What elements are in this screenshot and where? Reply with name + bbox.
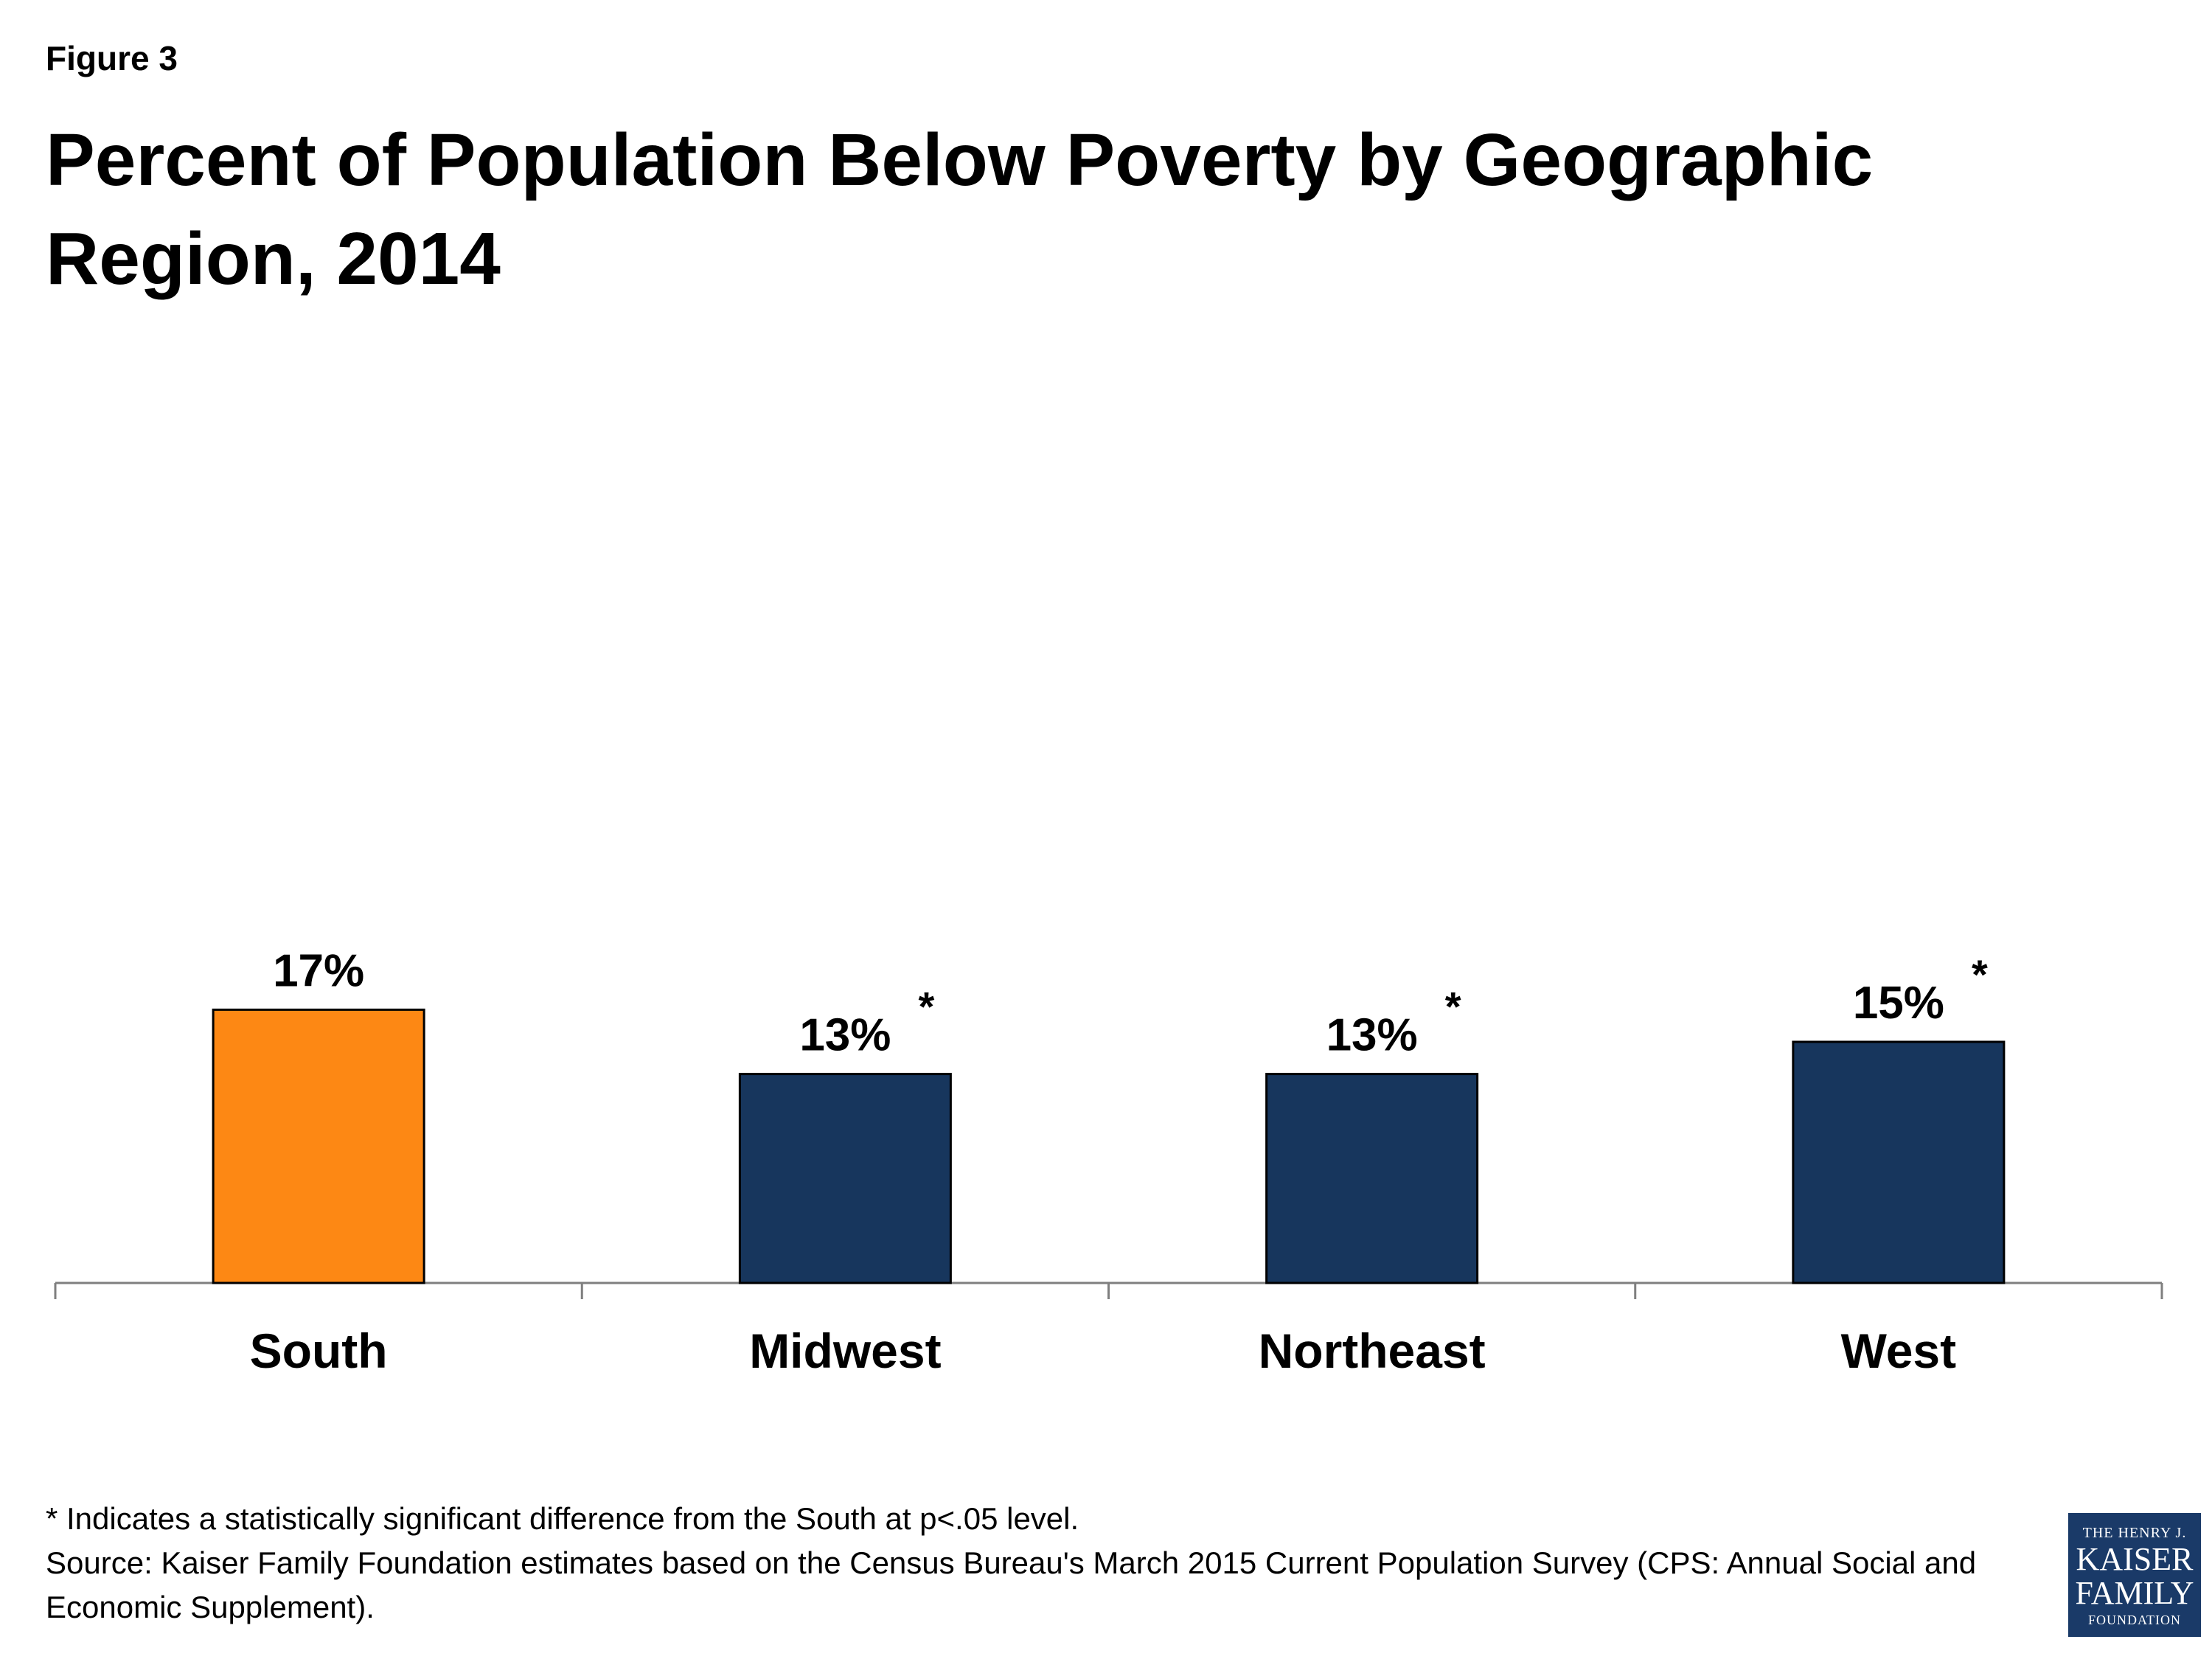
significance-marker: * bbox=[918, 984, 934, 1030]
significance-note: * Indicates a statistically significant … bbox=[46, 1501, 1079, 1536]
kaiser-family-foundation-logo: THE HENRY J. KAISER FAMILY FOUNDATION bbox=[2068, 1513, 2201, 1637]
data-label: 15% bbox=[1853, 978, 1944, 1029]
source-note: Source: Kaiser Family Foundation estimat… bbox=[46, 1545, 1977, 1624]
logo-bottom-text: FOUNDATION bbox=[2088, 1613, 2181, 1627]
significance-marker: * bbox=[1445, 984, 1461, 1030]
category-label: West bbox=[1841, 1324, 1957, 1378]
data-label: 13% bbox=[799, 1010, 891, 1061]
logo-top-text: THE HENRY J. bbox=[2082, 1525, 2187, 1541]
bar bbox=[212, 1008, 425, 1284]
data-label: 13% bbox=[1326, 1010, 1418, 1061]
bar bbox=[1265, 1073, 1479, 1284]
bar bbox=[1792, 1040, 2006, 1284]
category-label: South bbox=[250, 1324, 388, 1378]
logo-line-2: FAMILY bbox=[2075, 1575, 2194, 1611]
plot-area: 17% South 13% * Midwest 13% * Northeast 15% * West bbox=[54, 945, 2163, 1378]
category-label: Midwest bbox=[749, 1324, 941, 1378]
footnotes: * Indicates a statistically significant … bbox=[46, 1497, 2051, 1630]
logo-line-1: KAISER bbox=[2076, 1541, 2194, 1577]
data-label: 17% bbox=[273, 945, 364, 996]
significance-marker: * bbox=[1972, 951, 1988, 998]
figure-label: Figure 3 bbox=[46, 39, 178, 77]
chart-title: Percent of Population Below Poverty by G… bbox=[46, 119, 1874, 300]
category-label: Northeast bbox=[1259, 1324, 1486, 1378]
bar bbox=[738, 1073, 952, 1284]
